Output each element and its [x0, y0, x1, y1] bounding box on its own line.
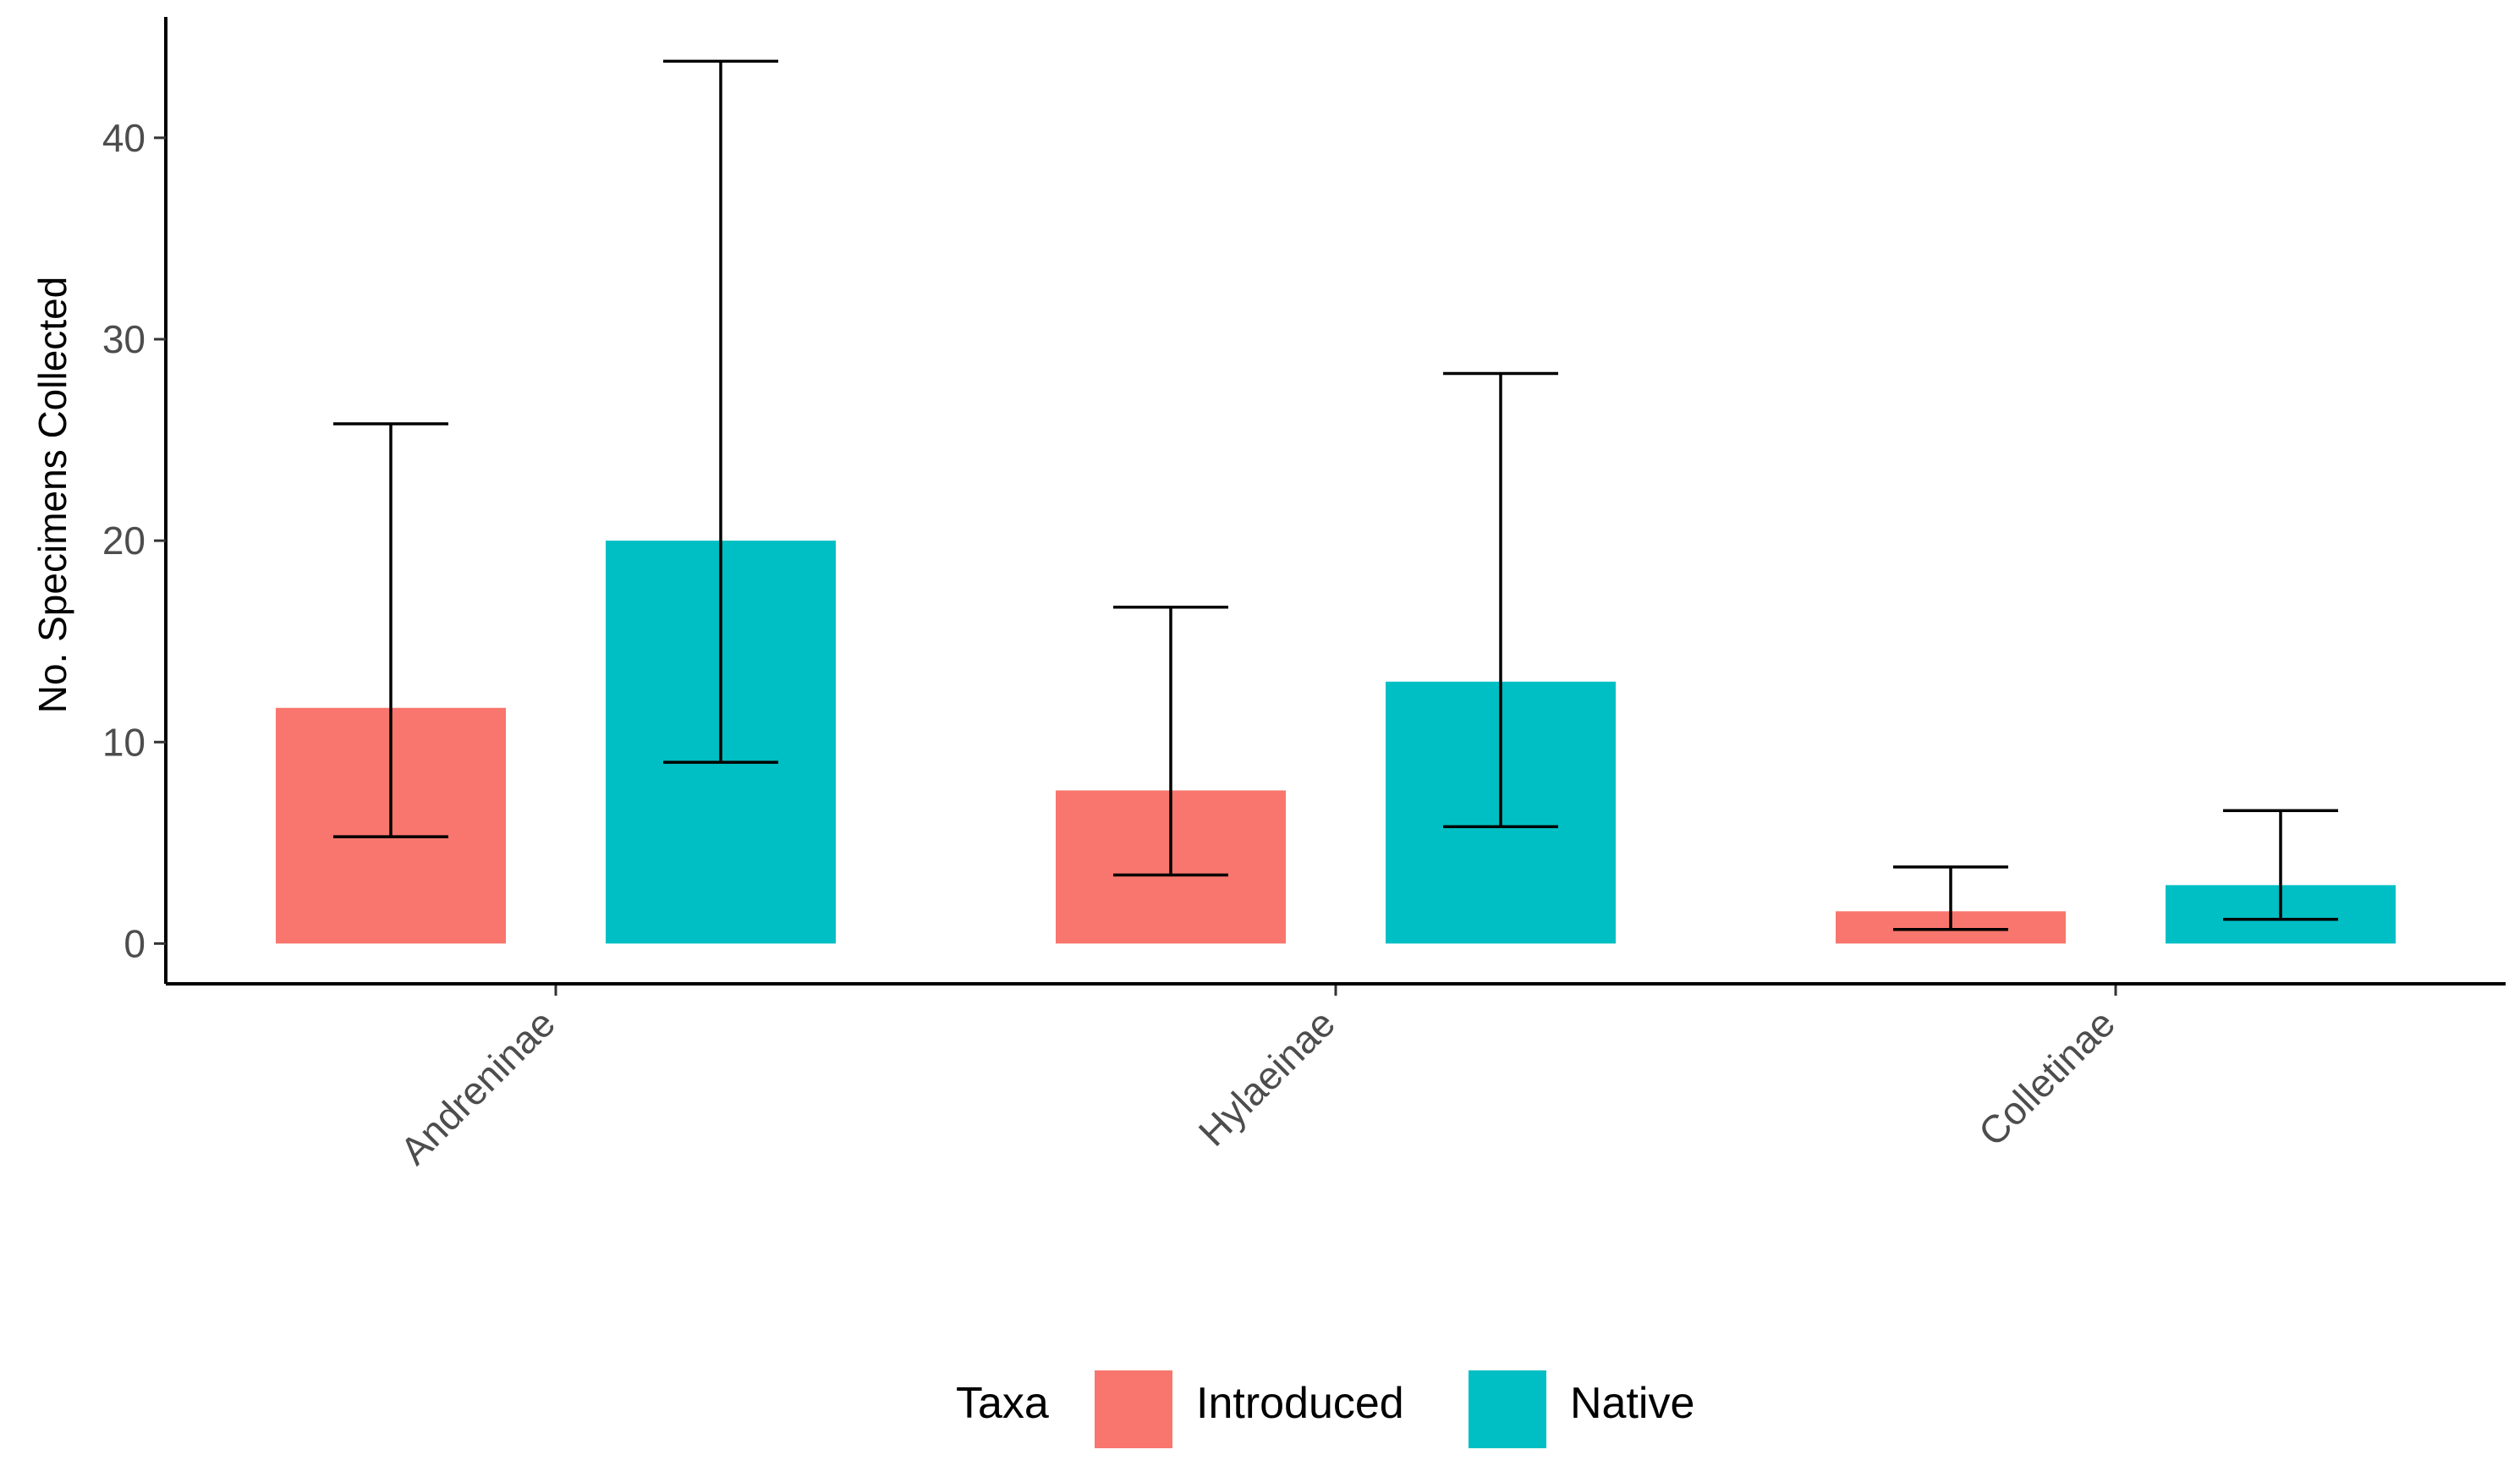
axes-layer: [154, 17, 2506, 996]
y-tick-label: 0: [124, 921, 145, 965]
legend-swatch: [1095, 1370, 1172, 1448]
labels-layer: Andreninae Hylaeinae Colletinae 0 10 20 30 40: [102, 116, 2123, 1173]
legend-item-introduced: Introduced: [1095, 1370, 1404, 1448]
x-tick-label: Hylaeinae: [1190, 1001, 1343, 1154]
y-axis-title: No. Specimens Collected: [30, 277, 74, 713]
y-tick-label: 20: [102, 519, 145, 563]
bars-layer: [276, 541, 2396, 944]
legend-label: Introduced: [1196, 1379, 1404, 1428]
error-bar-native-andreninae: [663, 59, 778, 764]
error-bar-native-colletinae: [2223, 809, 2338, 921]
error-bar-introduced-colletinae: [1893, 865, 2008, 931]
legend-item-native: Native: [1469, 1370, 1694, 1448]
legend-label: Native: [1570, 1379, 1694, 1428]
x-tick-label: Colletinae: [1970, 1001, 2123, 1154]
legend-title: Taxa: [956, 1379, 1049, 1428]
error-bar-introduced-andreninae: [333, 422, 448, 838]
legend: Taxa Introduced Native: [956, 1370, 1694, 1448]
y-tick-label: 40: [102, 116, 145, 160]
error-bar-native-hylaeinae: [1443, 371, 1558, 829]
x-tick-label: Andreninae: [392, 1001, 563, 1172]
error-bars-layer: [333, 59, 2338, 931]
y-tick-label: 30: [102, 317, 145, 361]
y-tick-label: 10: [102, 720, 145, 764]
error-bar-introduced-hylaeinae: [1113, 605, 1228, 877]
legend-swatch: [1469, 1370, 1546, 1448]
